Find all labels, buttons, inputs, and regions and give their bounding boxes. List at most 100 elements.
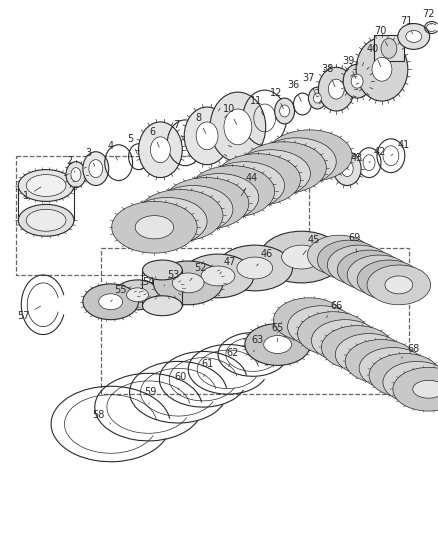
Text: 71: 71: [400, 15, 412, 34]
Ellipse shape: [350, 74, 362, 88]
Ellipse shape: [374, 271, 402, 289]
Text: 58: 58: [92, 410, 110, 424]
Ellipse shape: [364, 352, 396, 370]
Ellipse shape: [317, 240, 380, 280]
Text: 44: 44: [241, 173, 258, 196]
Text: 62: 62: [226, 349, 239, 367]
Ellipse shape: [150, 137, 170, 163]
Text: 2: 2: [66, 156, 74, 172]
Ellipse shape: [307, 235, 370, 275]
Ellipse shape: [376, 358, 408, 378]
Ellipse shape: [83, 152, 109, 185]
Text: 63: 63: [251, 335, 263, 352]
Ellipse shape: [174, 198, 212, 221]
Ellipse shape: [223, 109, 251, 145]
Text: 70: 70: [373, 27, 387, 46]
Ellipse shape: [66, 161, 86, 188]
Ellipse shape: [263, 336, 291, 353]
Ellipse shape: [400, 373, 432, 392]
Ellipse shape: [179, 174, 258, 221]
Text: 4: 4: [107, 141, 117, 160]
Text: 65: 65: [271, 322, 283, 342]
Ellipse shape: [297, 312, 368, 356]
Ellipse shape: [212, 180, 251, 203]
Ellipse shape: [205, 161, 284, 209]
Ellipse shape: [126, 288, 148, 302]
Ellipse shape: [343, 64, 370, 98]
Text: 40: 40: [366, 44, 380, 67]
Ellipse shape: [273, 298, 344, 342]
Ellipse shape: [189, 166, 274, 217]
Ellipse shape: [238, 168, 276, 191]
Text: 10: 10: [223, 104, 236, 124]
Text: 60: 60: [174, 372, 186, 390]
Text: 37: 37: [301, 73, 315, 95]
Ellipse shape: [138, 122, 182, 177]
Ellipse shape: [318, 67, 353, 111]
Ellipse shape: [26, 175, 66, 197]
Ellipse shape: [344, 340, 416, 383]
Text: 66: 66: [325, 301, 342, 318]
Ellipse shape: [412, 380, 438, 398]
Ellipse shape: [209, 92, 265, 161]
Ellipse shape: [308, 87, 325, 109]
Ellipse shape: [240, 142, 325, 193]
Text: 69: 69: [347, 233, 360, 252]
Ellipse shape: [327, 245, 390, 285]
Ellipse shape: [380, 38, 396, 58]
Text: 39: 39: [341, 56, 355, 79]
Ellipse shape: [259, 231, 343, 283]
Ellipse shape: [26, 209, 66, 231]
Ellipse shape: [311, 320, 378, 361]
Ellipse shape: [305, 317, 336, 336]
Ellipse shape: [127, 197, 207, 245]
FancyBboxPatch shape: [373, 36, 403, 61]
Ellipse shape: [335, 334, 402, 375]
Ellipse shape: [237, 257, 272, 279]
Ellipse shape: [113, 280, 161, 310]
Text: 12: 12: [269, 88, 283, 109]
Ellipse shape: [321, 326, 392, 369]
Ellipse shape: [332, 152, 360, 185]
Text: 43: 43: [346, 152, 362, 168]
Ellipse shape: [111, 201, 197, 253]
Ellipse shape: [328, 330, 360, 351]
Text: 1: 1: [23, 187, 41, 201]
Ellipse shape: [172, 273, 204, 293]
Ellipse shape: [328, 79, 343, 99]
Text: 41: 41: [390, 140, 409, 156]
Text: 36: 36: [287, 80, 300, 101]
Text: 53: 53: [164, 270, 179, 286]
Text: 8: 8: [194, 113, 205, 133]
Ellipse shape: [137, 190, 223, 241]
Ellipse shape: [225, 174, 263, 197]
Ellipse shape: [274, 98, 294, 124]
Ellipse shape: [281, 245, 321, 269]
Text: 68: 68: [400, 344, 419, 358]
Ellipse shape: [317, 325, 348, 343]
Ellipse shape: [397, 23, 429, 50]
Ellipse shape: [251, 162, 289, 185]
Text: 55: 55: [110, 285, 127, 302]
Ellipse shape: [290, 144, 328, 167]
Text: 5: 5: [127, 134, 137, 154]
Ellipse shape: [88, 160, 102, 177]
Ellipse shape: [266, 130, 351, 182]
Ellipse shape: [264, 156, 302, 179]
Ellipse shape: [201, 266, 234, 286]
Ellipse shape: [325, 246, 352, 264]
Ellipse shape: [358, 348, 426, 389]
Ellipse shape: [388, 366, 420, 384]
Text: 3: 3: [85, 148, 95, 166]
Ellipse shape: [230, 150, 310, 197]
Text: 46: 46: [256, 249, 272, 266]
Text: 52: 52: [190, 263, 206, 281]
Ellipse shape: [184, 107, 230, 165]
Ellipse shape: [354, 261, 382, 279]
Ellipse shape: [277, 150, 315, 173]
Ellipse shape: [148, 210, 186, 233]
Ellipse shape: [340, 338, 372, 357]
Ellipse shape: [364, 266, 392, 284]
Ellipse shape: [18, 169, 74, 201]
Text: 7: 7: [173, 120, 184, 140]
